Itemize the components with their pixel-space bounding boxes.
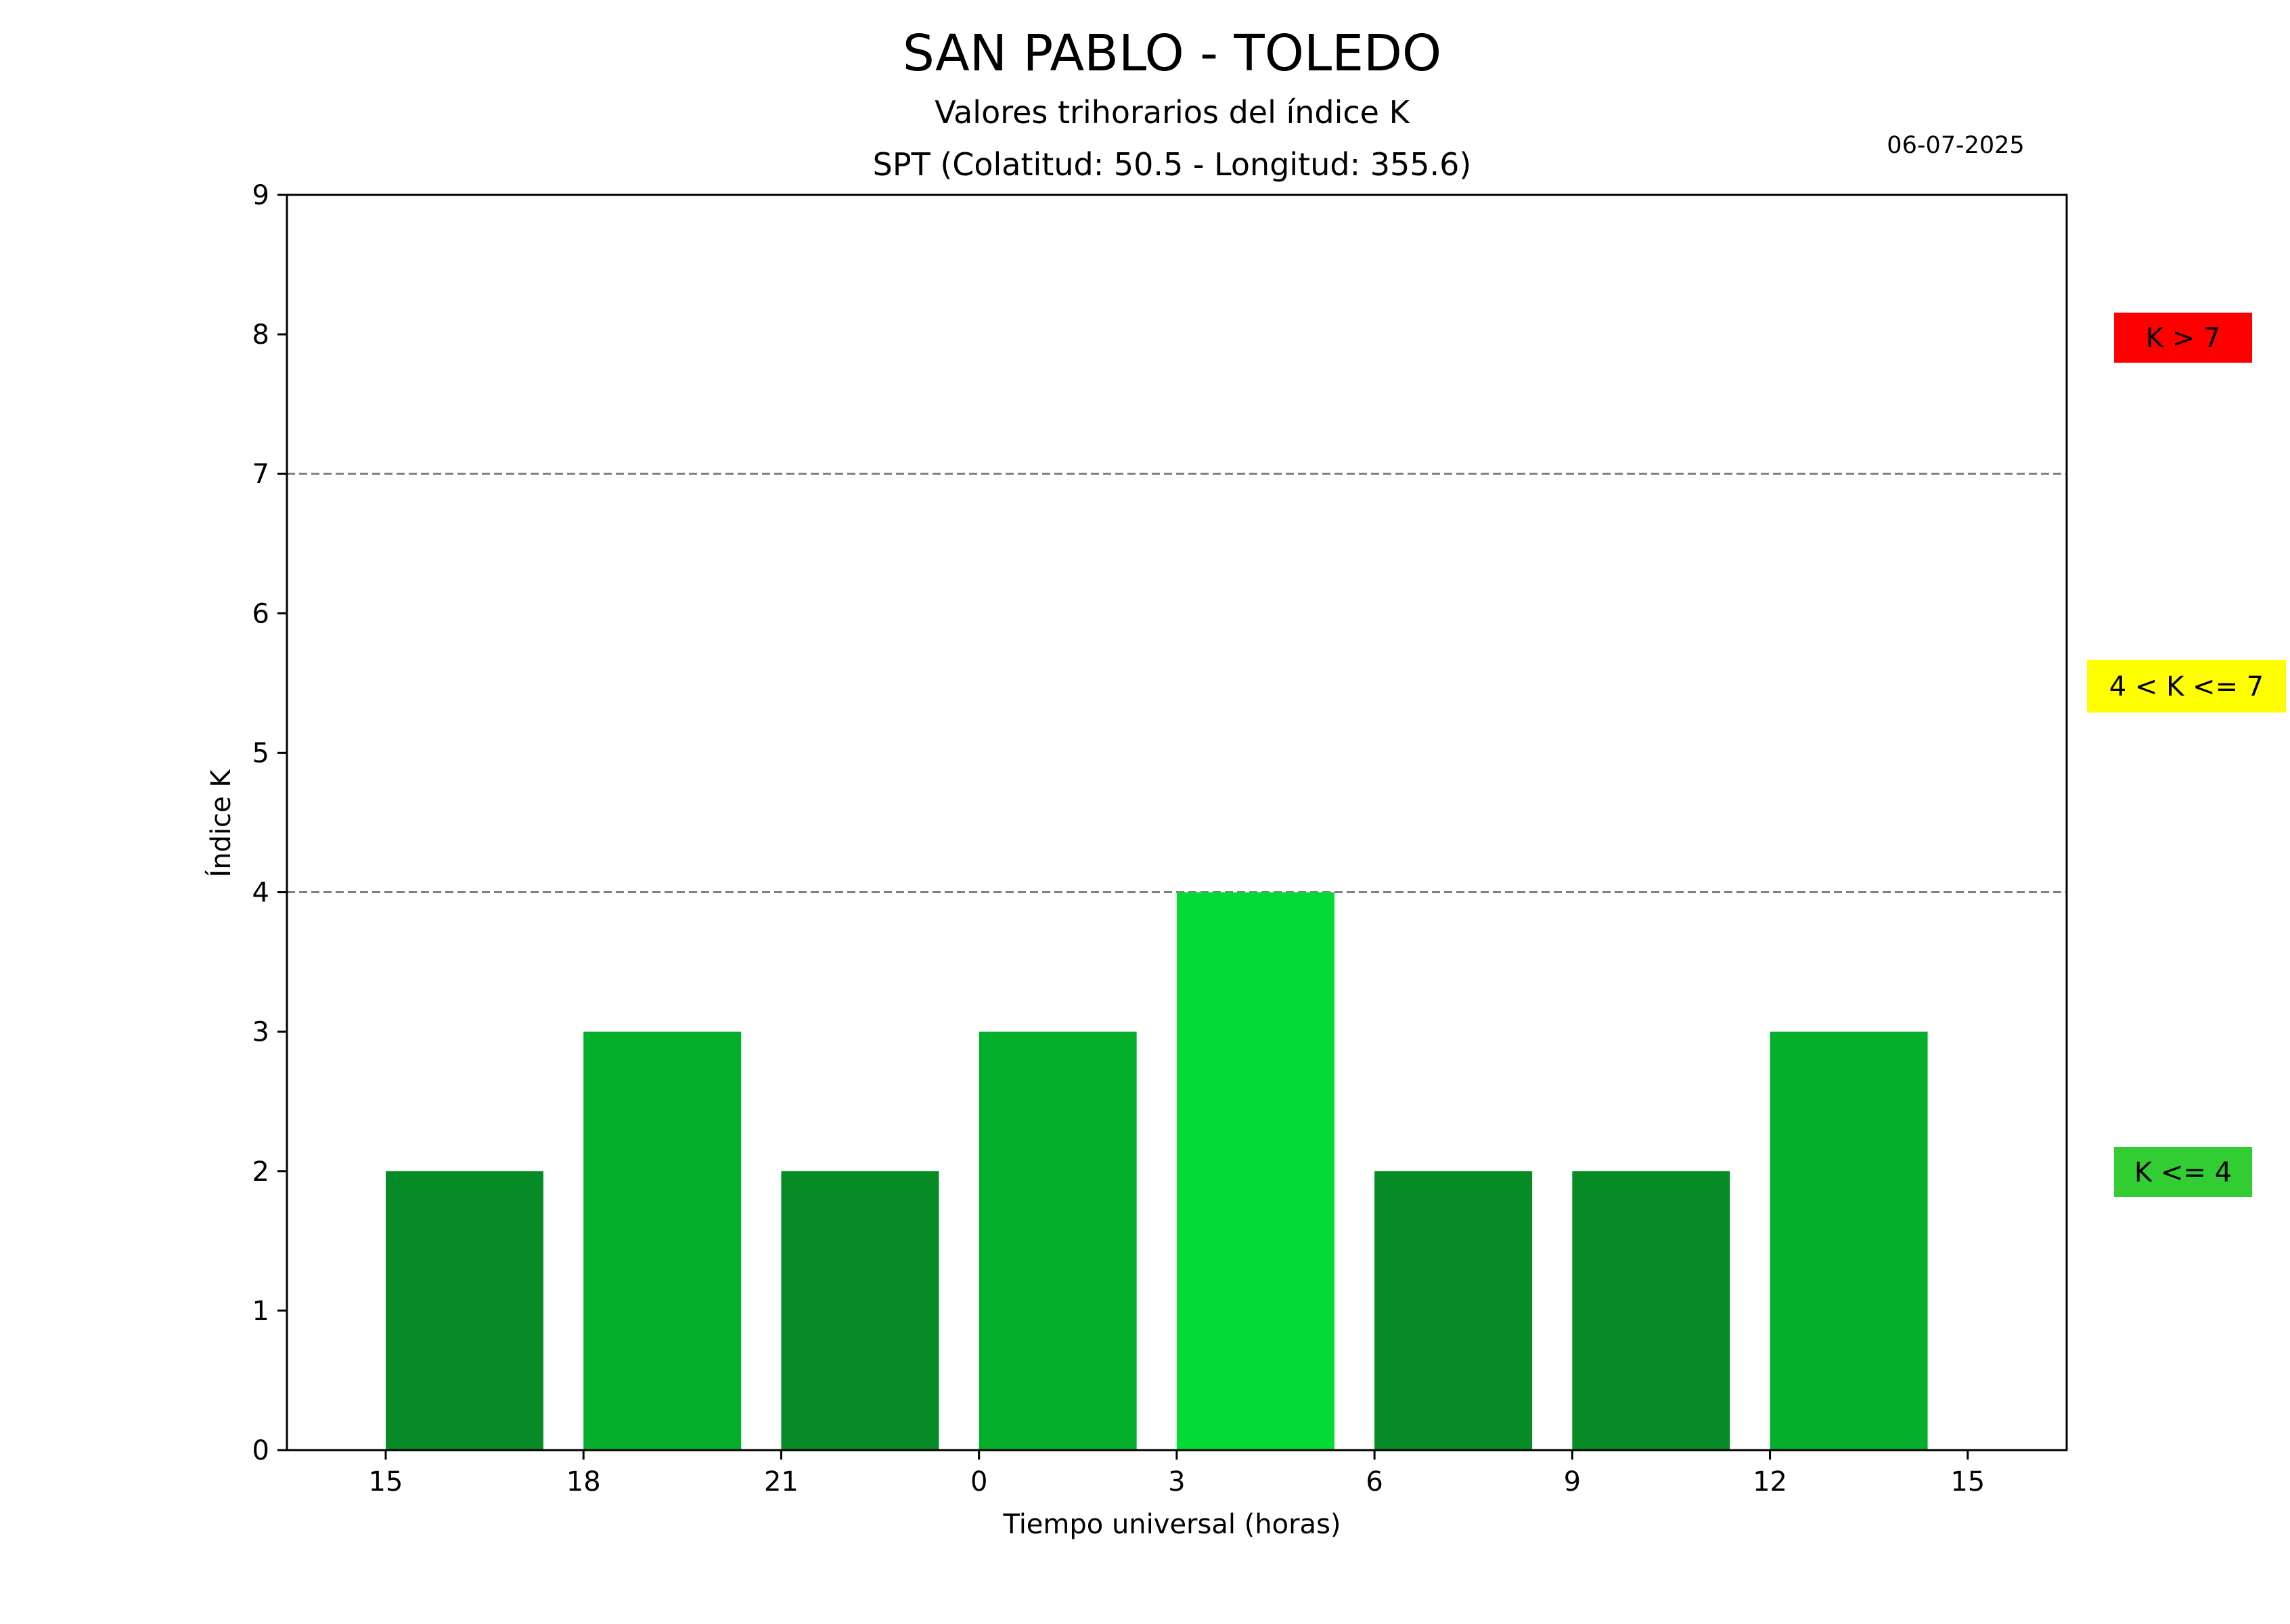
legend-box — [2087, 660, 2286, 713]
y-tick-label: 8 — [252, 319, 269, 351]
legend-label: K > 7 — [2146, 323, 2221, 354]
bar-3-6 — [1176, 892, 1334, 1450]
bar-12-15 — [1770, 1031, 1928, 1450]
y-tick-label: 1 — [252, 1296, 269, 1327]
x-tick-label: 6 — [1366, 1466, 1383, 1497]
x-tick-label: 21 — [764, 1466, 799, 1497]
chart-subtitle: Valores trihorarios del índice K — [935, 94, 1410, 131]
y-axis-label: Índice K — [204, 769, 237, 878]
y-tick-label: 6 — [252, 598, 269, 629]
y-tick-label: 5 — [252, 738, 269, 769]
bar-0-3 — [979, 1031, 1137, 1450]
legend-box — [2114, 1147, 2252, 1197]
x-tick-label: 9 — [1564, 1466, 1581, 1497]
x-tick-label: 18 — [566, 1466, 601, 1497]
bar-9-12 — [1572, 1171, 1730, 1450]
y-tick-label: 2 — [252, 1156, 269, 1188]
plot-frame — [286, 194, 2068, 1451]
chart-title: SAN PABLO - TOLEDO — [903, 24, 1441, 83]
y-tick-label: 4 — [252, 878, 269, 909]
chart-subtitle-station: SPT (Colatitud: 50.5 - Longitud: 355.6) — [873, 146, 1472, 183]
legend-box — [2114, 313, 2252, 363]
x-tick-label: 3 — [1168, 1466, 1185, 1497]
bar-18-21 — [583, 1031, 742, 1450]
y-tick-label: 7 — [252, 459, 269, 490]
legend-label: K <= 4 — [2134, 1157, 2232, 1188]
x-tick-label: 0 — [970, 1466, 987, 1497]
bar-6-9 — [1374, 1171, 1533, 1450]
x-tick-label: 15 — [369, 1466, 403, 1497]
x-tick-label: 12 — [1753, 1466, 1787, 1497]
x-axis-label: Tiempo universal (horas) — [1002, 1509, 1341, 1540]
bar-21-0 — [781, 1171, 939, 1450]
x-tick-label: 15 — [1950, 1466, 1985, 1497]
legend-label: 4 < K <= 7 — [2109, 671, 2264, 702]
chart-date: 06-07-2025 — [1887, 132, 2024, 159]
bar-15-18 — [386, 1171, 543, 1450]
y-tick-label: 3 — [252, 1017, 269, 1048]
y-tick-label: 9 — [252, 180, 269, 211]
y-tick-label: 0 — [252, 1435, 269, 1466]
legend: K > 7 4 < K <= 7 K <= 4 — [2087, 313, 2286, 1197]
